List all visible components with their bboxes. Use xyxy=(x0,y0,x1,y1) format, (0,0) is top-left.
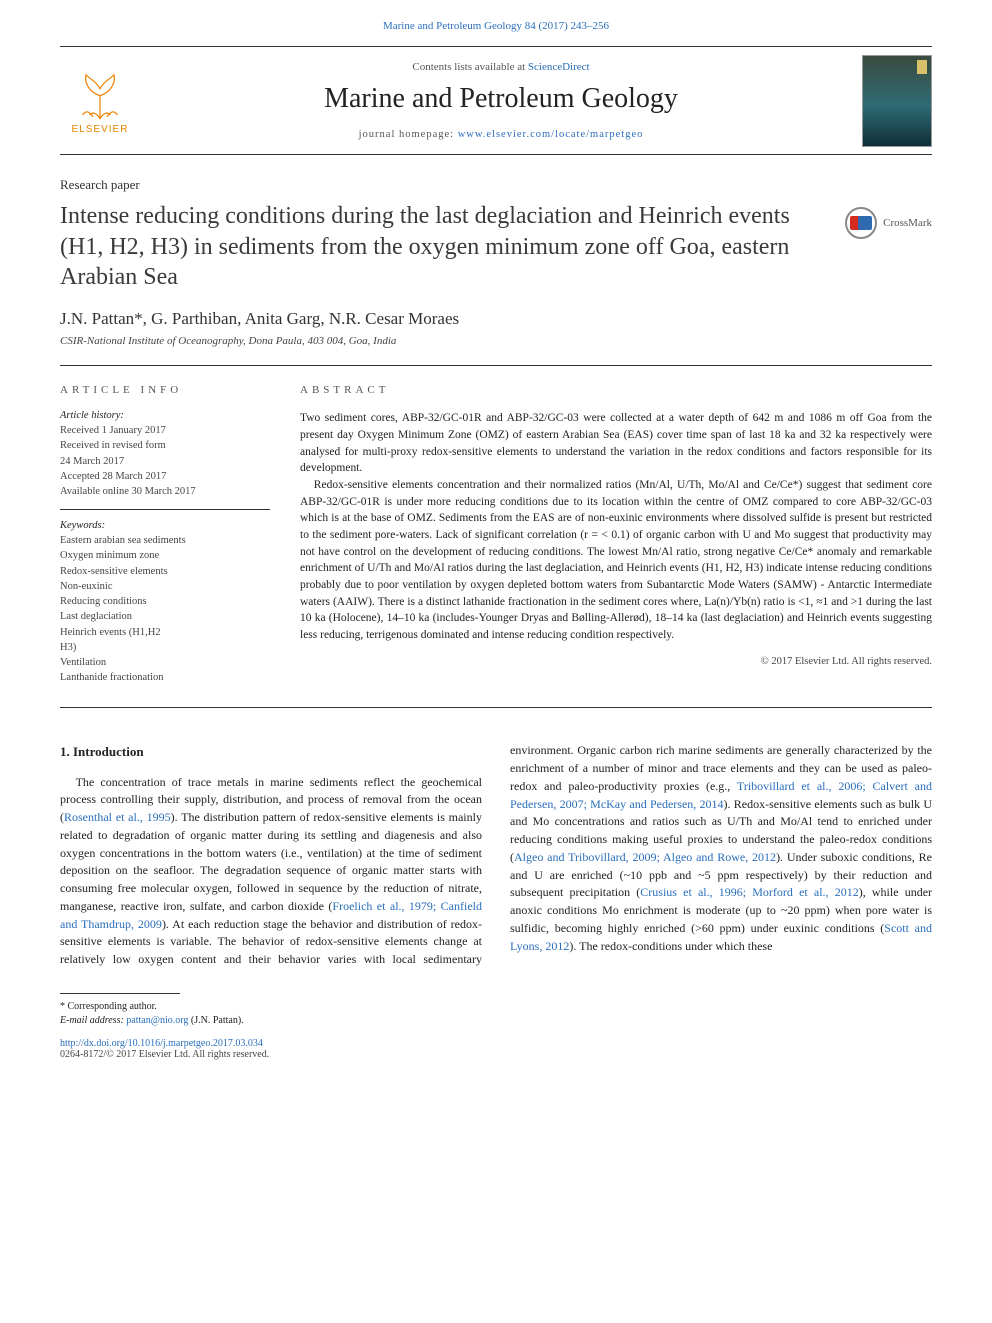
keyword: Reducing conditions xyxy=(60,594,270,609)
running-header: Marine and Petroleum Geology 84 (2017) 2… xyxy=(0,0,992,40)
journal-banner: ELSEVIER Contents lists available at Sci… xyxy=(60,46,932,155)
email-line: E-mail address: pattan@nio.org (J.N. Pat… xyxy=(60,1014,932,1028)
abstract-copyright: © 2017 Elsevier Ltd. All rights reserved… xyxy=(300,656,932,667)
crossmark-label: CrossMark xyxy=(883,217,932,229)
author-list: J.N. Pattan*, G. Parthiban, Anita Garg, … xyxy=(60,309,932,329)
elsevier-tree-icon xyxy=(72,66,128,122)
keyword: H3) xyxy=(60,640,270,655)
history-item: 24 March 2017 xyxy=(60,454,270,469)
corresponding-author-note: * Corresponding author. xyxy=(60,1000,932,1014)
keyword: Ventilation xyxy=(60,655,270,670)
footnotes: * Corresponding author. E-mail address: … xyxy=(60,1000,932,1028)
history-item: Accepted 28 March 2017 xyxy=(60,469,270,484)
history-item: Received in revised form xyxy=(60,438,270,453)
history-item: Received 1 January 2017 xyxy=(60,423,270,438)
journal-homepage-link[interactable]: www.elsevier.com/locate/marpetgeo xyxy=(458,129,644,140)
journal-name: Marine and Petroleum Geology xyxy=(140,83,862,115)
keywords-list: Eastern arabian sea sediments Oxygen min… xyxy=(60,533,270,685)
abstract-text: Two sediment cores, ABP-32/GC-01R and AB… xyxy=(300,410,932,643)
body-paragraph: The concentration of trace metals in mar… xyxy=(60,742,932,968)
sciencedirect-link[interactable]: ScienceDirect xyxy=(528,61,590,73)
history-item: Available online 30 March 2017 xyxy=(60,484,270,499)
journal-cover-thumb xyxy=(862,55,932,147)
footnote-separator xyxy=(60,993,180,994)
crossmark-button[interactable]: CrossMark xyxy=(845,207,932,239)
citation-link[interactable]: Rosenthal et al., 1995 xyxy=(64,810,171,824)
keyword: Oxygen minimum zone xyxy=(60,548,270,563)
body-columns: 1. Introduction The concentration of tra… xyxy=(60,742,932,968)
paper-title: Intense reducing conditions during the l… xyxy=(60,201,829,293)
section-heading-intro: 1. Introduction xyxy=(60,742,482,761)
keyword: Eastern arabian sea sediments xyxy=(60,533,270,548)
history-list: Received 1 January 2017 Received in revi… xyxy=(60,423,270,499)
doi-link[interactable]: http://dx.doi.org/10.1016/j.marpetgeo.20… xyxy=(60,1038,263,1049)
keyword: Redox-sensitive elements xyxy=(60,564,270,579)
crossmark-icon xyxy=(845,207,877,239)
keyword: Last deglaciation xyxy=(60,609,270,624)
keyword: Lanthanide fractionation xyxy=(60,670,270,685)
homepage-line: journal homepage: www.elsevier.com/locat… xyxy=(140,129,862,140)
keyword: Non-euxinic xyxy=(60,579,270,594)
issn-copyright: 0264-8172/© 2017 Elsevier Ltd. All right… xyxy=(60,1049,932,1060)
doi-line: http://dx.doi.org/10.1016/j.marpetgeo.20… xyxy=(60,1038,932,1049)
publisher-name: ELSEVIER xyxy=(72,124,129,135)
citation-link[interactable]: Marine and Petroleum Geology 84 (2017) 2… xyxy=(383,20,609,32)
publisher-logo-block: ELSEVIER xyxy=(60,66,140,135)
affiliation: CSIR-National Institute of Oceanography,… xyxy=(60,335,932,347)
contents-line: Contents lists available at ScienceDirec… xyxy=(140,61,862,73)
citation-link[interactable]: Crusius et al., 1996; Morford et al., 20… xyxy=(640,885,858,899)
abstract-heading: abstract xyxy=(300,384,932,396)
history-label: Article history: xyxy=(60,410,270,421)
paper-type: Research paper xyxy=(60,177,932,193)
author-email-link[interactable]: pattan@nio.org xyxy=(126,1015,188,1026)
citation-link[interactable]: Algeo and Tribovillard, 2009; Algeo and … xyxy=(514,850,776,864)
article-info-heading: article info xyxy=(60,384,270,396)
keyword: Heinrich events (H1,H2 xyxy=(60,625,270,640)
keywords-label: Keywords: xyxy=(60,520,270,531)
